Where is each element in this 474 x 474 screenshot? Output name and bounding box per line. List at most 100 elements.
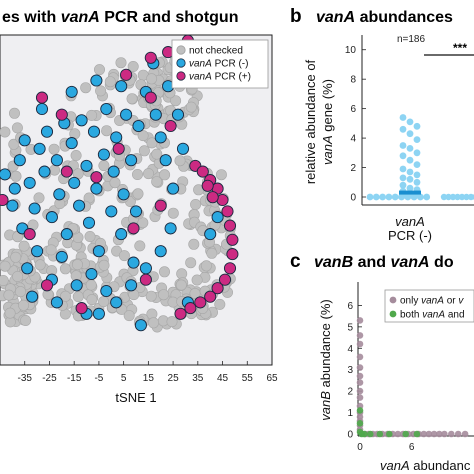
data-point <box>196 165 209 178</box>
panel-a: es with vanA PCR and shotgun -35 -25 -15 -5… <box>0 9 278 405</box>
data-point <box>33 142 46 155</box>
data-point <box>440 193 448 201</box>
not-checked-point <box>0 126 11 138</box>
panel-c: c vanB and vanA do 0 1 2 3 4 5 6 0 6 vanB abund… <box>290 251 474 473</box>
panel-a-x-ticks: -35 -25 -15 -5 5 15 25 35 45 55 65 <box>18 361 278 384</box>
data-point <box>134 319 147 332</box>
data-point <box>356 407 364 414</box>
data-point <box>445 193 452 201</box>
not-checked-point <box>166 316 178 328</box>
not-checked-point <box>3 289 15 301</box>
not-checked-point <box>146 73 158 85</box>
data-point <box>40 279 54 292</box>
panel-b-points <box>366 114 474 201</box>
not-checked-point <box>0 260 11 272</box>
data-point <box>35 91 49 104</box>
data-point <box>399 165 407 173</box>
data-point <box>129 205 143 218</box>
not-checked-point <box>48 143 60 155</box>
panel-b-category-label: vanA <box>395 214 425 229</box>
data-point <box>467 193 474 201</box>
panel-b-letter: b <box>290 6 302 27</box>
data-point <box>211 211 224 224</box>
not-checked-point <box>18 299 30 311</box>
data-point <box>356 340 364 348</box>
not-checked-point <box>95 85 107 97</box>
data-point <box>226 233 239 246</box>
data-point <box>144 91 157 104</box>
data-point <box>125 154 138 167</box>
data-point <box>35 102 49 116</box>
data-point <box>110 131 123 144</box>
data-point <box>60 165 73 178</box>
data-point <box>406 145 414 152</box>
data-point <box>356 387 364 395</box>
data-point <box>399 142 407 149</box>
data-point <box>105 205 118 218</box>
x-tick-label: 6 <box>409 442 415 453</box>
data-point <box>356 317 364 324</box>
data-point <box>90 171 103 184</box>
y-tick-label: 5 <box>347 322 353 333</box>
data-point <box>201 179 214 192</box>
data-point <box>38 165 51 178</box>
data-point <box>406 175 414 183</box>
panel-b-category-sub: PCR (-) <box>388 228 432 243</box>
data-point <box>413 430 421 438</box>
data-point <box>226 248 239 261</box>
data-point <box>115 80 128 93</box>
not-checked-point <box>34 259 46 271</box>
data-point <box>413 161 421 169</box>
not-checked-point <box>127 60 139 72</box>
data-point <box>399 152 407 160</box>
not-checked-point <box>188 238 200 250</box>
data-point <box>413 178 421 186</box>
not-checked-point <box>126 93 138 105</box>
data-point <box>23 176 36 189</box>
panel-c-legend-box <box>384 289 474 323</box>
data-point <box>448 430 455 438</box>
data-point <box>23 228 36 241</box>
y-tick-label: 8 <box>350 75 356 86</box>
not-checked-point <box>101 125 113 137</box>
data-point <box>31 245 44 258</box>
data-point <box>441 430 448 438</box>
panel-b-title: vanA abundances <box>316 9 453 26</box>
data-point <box>463 193 470 201</box>
data-point <box>45 211 58 224</box>
data-point <box>65 137 78 150</box>
x-tick-label: -5 <box>94 373 103 384</box>
not-checked-point <box>8 138 20 150</box>
panel-b: b vanA abundances 0 2 4 6 8 10 relative abund… <box>290 6 474 243</box>
data-point <box>194 296 207 309</box>
not-checked-point <box>18 240 30 252</box>
panel-c-legend: only vanA or v both vanA and <box>384 289 474 323</box>
legend-label: not checked <box>189 46 243 57</box>
y-tick-label: 4 <box>350 134 356 145</box>
not-checked-point <box>20 314 32 326</box>
panel-a-title: es with vanA PCR and shotgun <box>2 9 238 26</box>
not-checked-point <box>15 286 26 298</box>
data-point <box>402 430 410 438</box>
data-point <box>413 122 421 130</box>
y-tick-label: 3 <box>347 365 353 376</box>
data-point <box>117 188 130 201</box>
not-checked-point <box>115 57 127 69</box>
data-point <box>406 168 414 176</box>
not-checked-point <box>11 122 23 134</box>
data-point <box>75 114 88 127</box>
data-point <box>413 136 421 144</box>
data-point <box>68 176 81 189</box>
data-point <box>376 430 384 438</box>
not-checked-point <box>185 101 197 113</box>
data-point <box>366 193 374 201</box>
data-point <box>206 191 219 204</box>
not-checked-point <box>98 296 110 308</box>
data-point <box>413 171 421 179</box>
data-point <box>8 182 21 195</box>
data-point <box>159 154 172 167</box>
data-point <box>21 262 34 275</box>
panel-a-points <box>0 34 239 332</box>
data-point <box>361 430 368 438</box>
